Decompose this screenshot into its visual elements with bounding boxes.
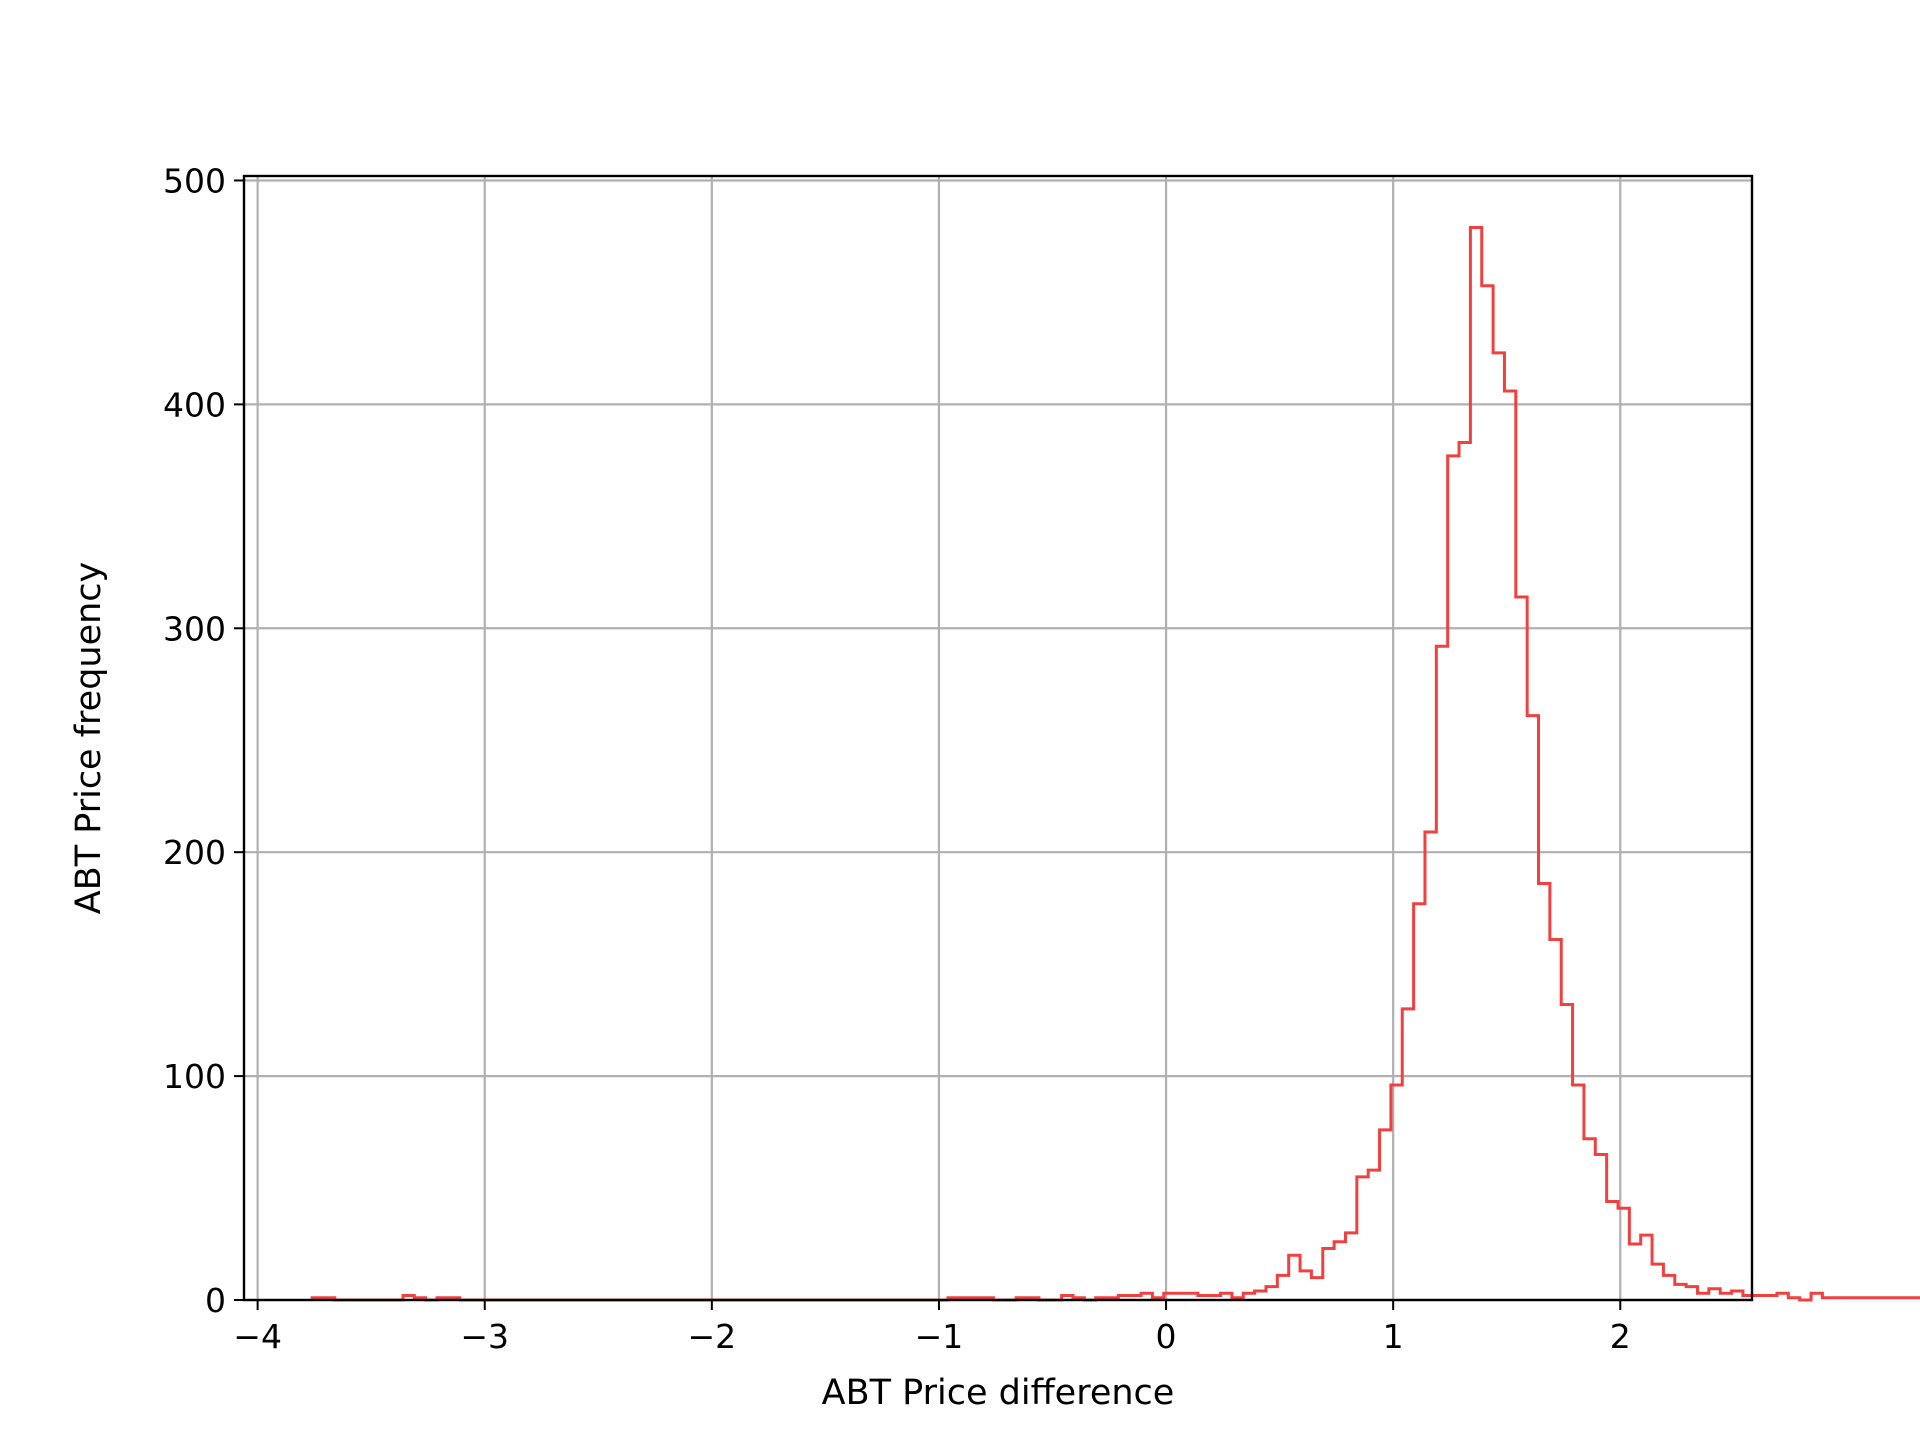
x-axis-label: ABT Price difference: [822, 1373, 1175, 1413]
y-tick-label: 100: [163, 1057, 226, 1096]
y-axis-ticks: 0 100 200 300 400 500: [163, 161, 244, 1320]
x-tick-label: 2: [1610, 1317, 1631, 1356]
x-axis-ticks: −4 −3 −2 −1 0 1 2: [233, 1300, 1631, 1356]
x-tick-label: −3: [460, 1317, 509, 1356]
y-tick-label: 0: [205, 1281, 226, 1320]
x-tick-label: 1: [1383, 1317, 1404, 1356]
x-tick-label: −2: [688, 1317, 737, 1356]
plot-frame: [242, 174, 1754, 1302]
y-tick-label: 200: [163, 833, 226, 872]
x-tick-label: −1: [915, 1317, 964, 1356]
x-tick-label: 0: [1156, 1317, 1177, 1356]
y-tick-label: 500: [163, 161, 226, 200]
y-axis-label: ABT Price frequency: [69, 562, 109, 915]
y-tick-label: 300: [163, 609, 226, 648]
x-tick-label: −4: [233, 1317, 282, 1356]
grid: [244, 176, 1752, 1302]
y-tick-label: 400: [163, 385, 226, 424]
